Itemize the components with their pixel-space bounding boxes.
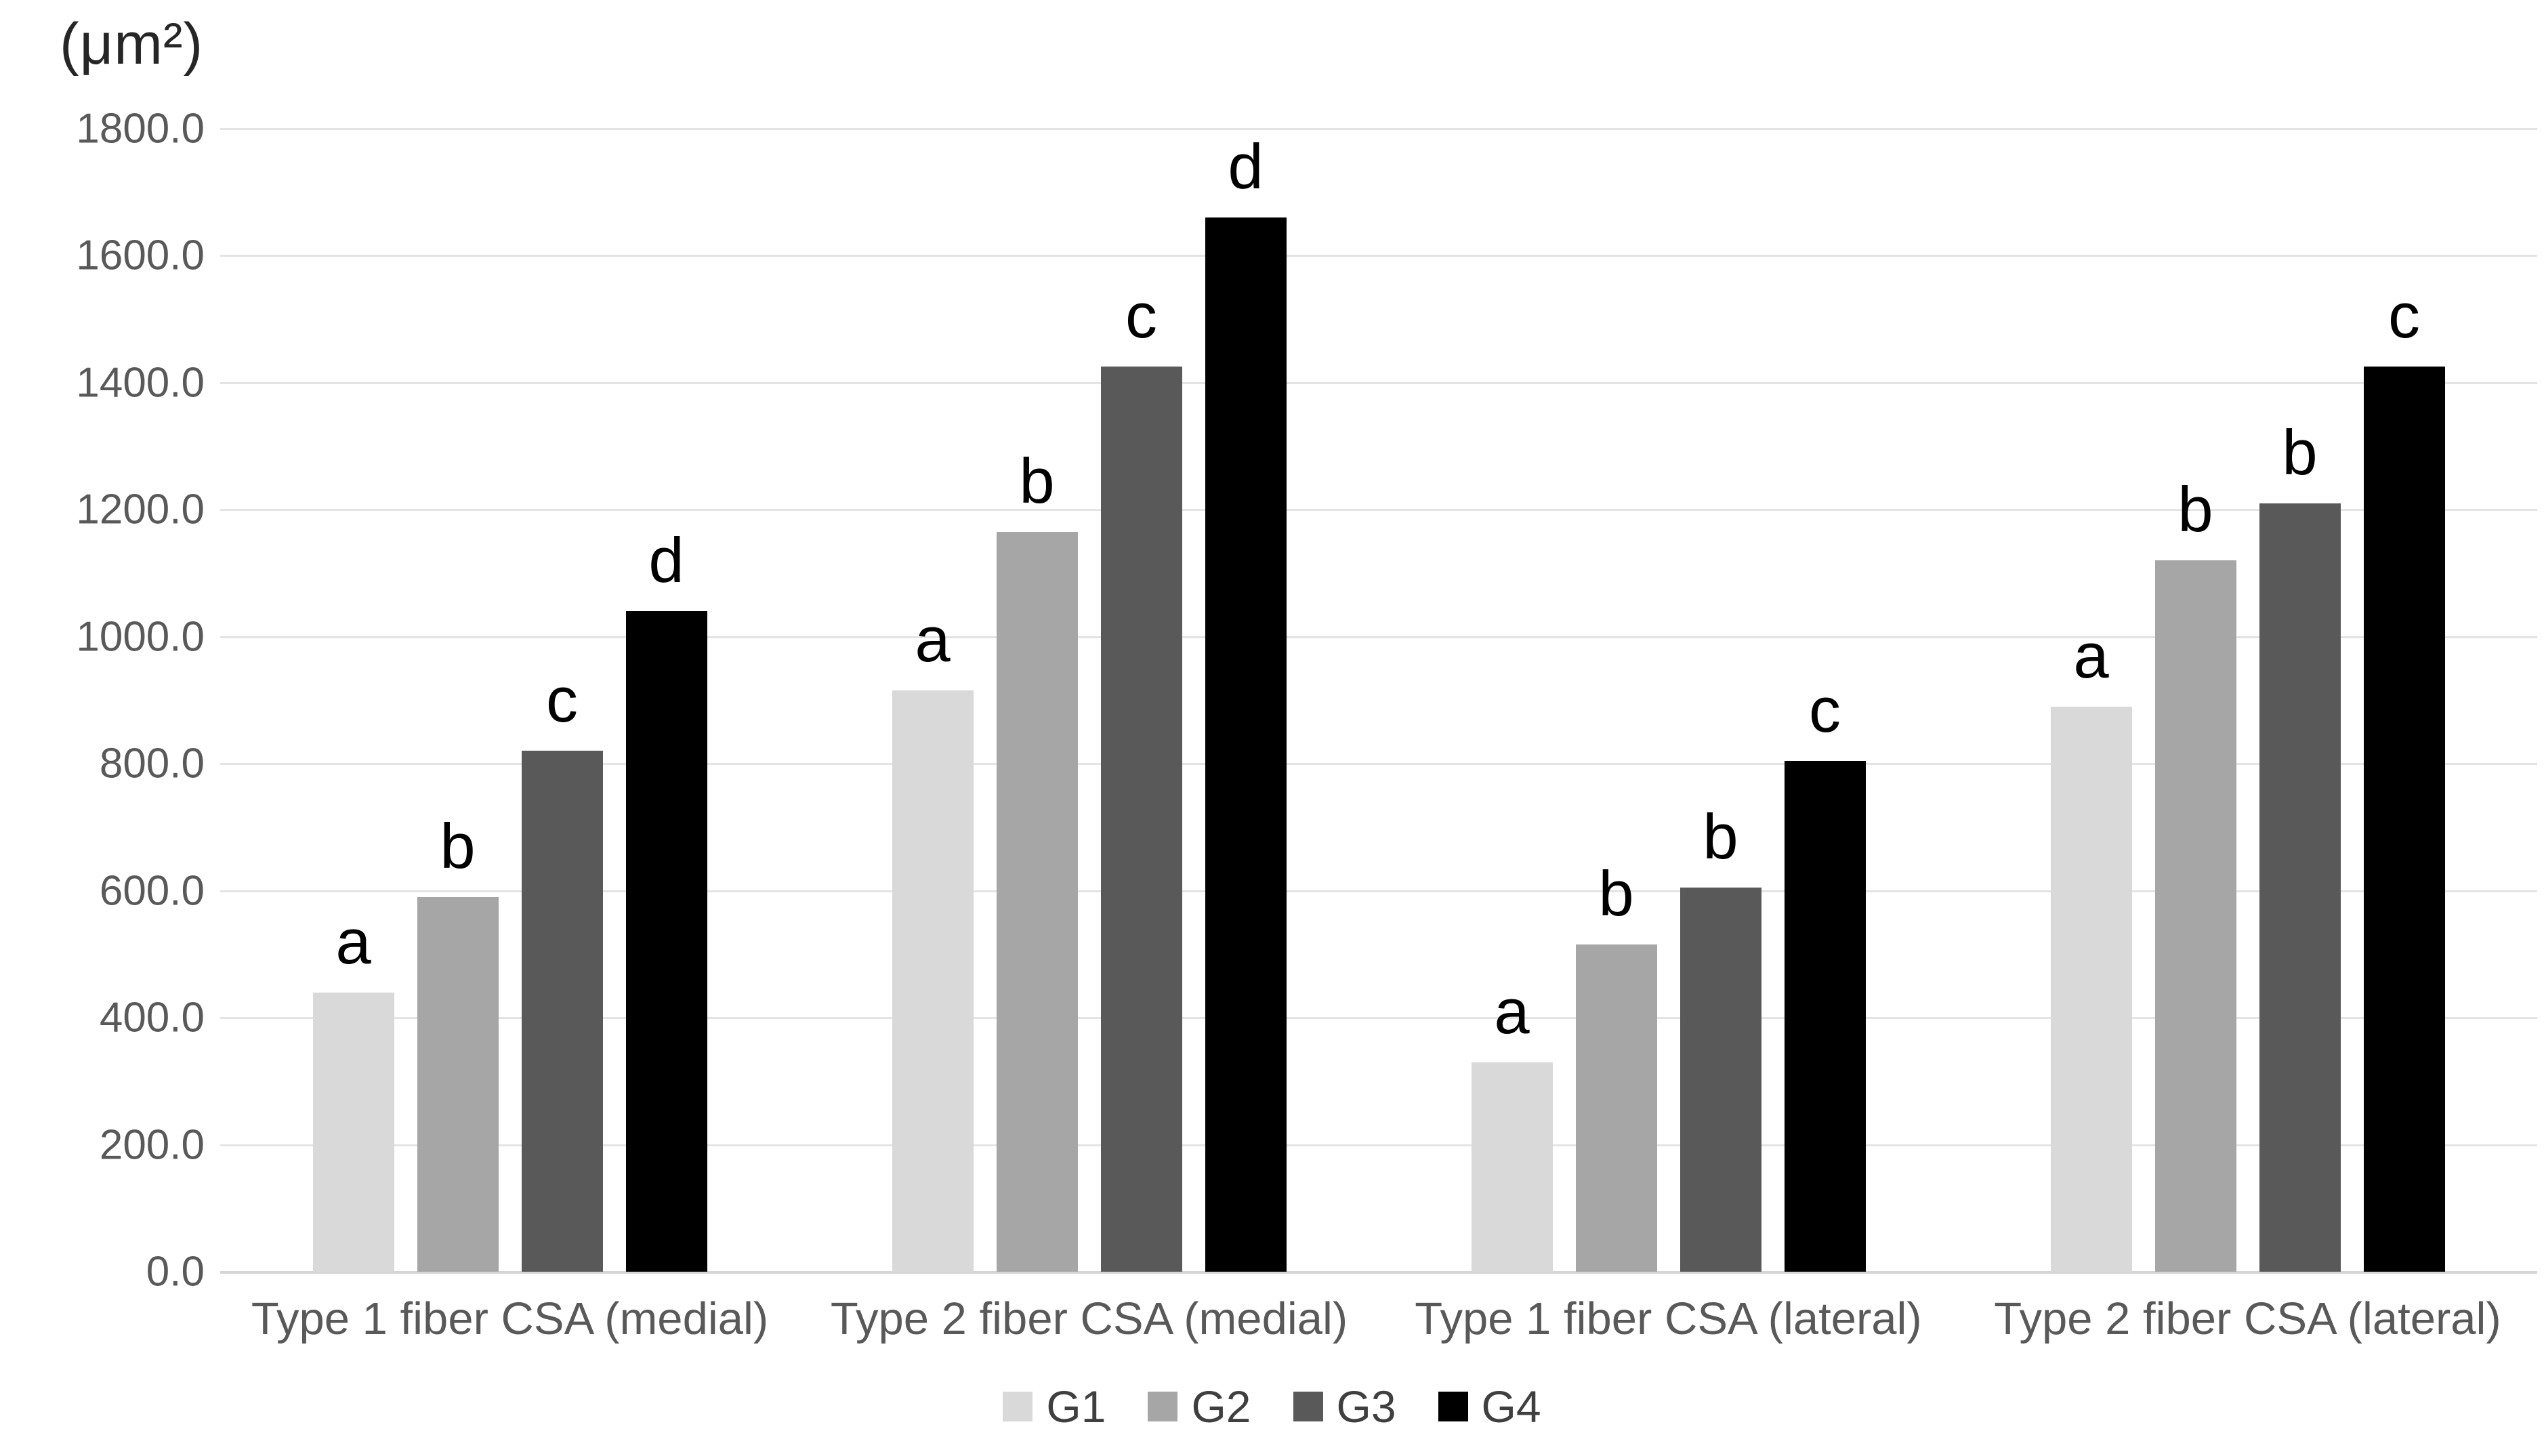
y-tick-label: 1800.0 [76, 105, 205, 152]
gridline [220, 255, 2537, 257]
y-tick-label: 400.0 [99, 994, 205, 1041]
bar-g2-category-1 [417, 897, 499, 1272]
legend-swatch-g2 [1148, 1392, 1178, 1421]
significance-letter: c [1125, 280, 1157, 352]
legend-swatch-g4 [1438, 1392, 1468, 1421]
y-tick-label: 0.0 [146, 1248, 205, 1295]
legend-swatch-g1 [1003, 1392, 1033, 1421]
significance-letter: d [1228, 131, 1264, 203]
category-label: Type 2 fiber CSA (medial) [830, 1293, 1348, 1344]
bar-g1-category-3 [1471, 1062, 1553, 1272]
bar-g2-category-2 [996, 532, 1078, 1272]
bar-g1-category-4 [2050, 706, 2132, 1272]
significance-letter: c [1809, 673, 1841, 745]
bar-g3-category-2 [1100, 367, 1182, 1272]
legend-item-g3: G3 [1293, 1381, 1396, 1432]
significance-letter: b [1019, 445, 1055, 517]
legend-label: G2 [1191, 1381, 1251, 1432]
gridline [220, 890, 2537, 892]
legend-swatch-g3 [1293, 1392, 1323, 1421]
category-label: Type 1 fiber CSA (lateral) [1415, 1293, 1922, 1344]
legend: G1 G2 G3 G4 [0, 1381, 2544, 1432]
legend-item-g2: G2 [1148, 1381, 1251, 1432]
y-tick-label: 800.0 [99, 740, 205, 787]
y-tick-label: 600.0 [99, 867, 205, 915]
gridline [220, 1017, 2537, 1020]
bar-g3-category-4 [2259, 503, 2341, 1272]
legend-item-g4: G4 [1438, 1381, 1541, 1432]
bar-g4-category-2 [1205, 217, 1287, 1272]
significance-letter: c [2388, 280, 2420, 352]
y-tick-label: 1000.0 [76, 613, 205, 661]
significance-letter: a [335, 905, 371, 977]
significance-letter: b [1703, 800, 1738, 872]
significance-letter: d [648, 524, 684, 596]
bar-g1-category-2 [892, 690, 974, 1272]
significance-letter: a [915, 604, 951, 675]
y-tick-label: 1200.0 [76, 486, 205, 533]
legend-label: G1 [1046, 1381, 1106, 1432]
legend-label: G4 [1481, 1381, 1541, 1432]
category-label: Type 2 fiber CSA (lateral) [1994, 1293, 2501, 1344]
x-axis-line [220, 1271, 2537, 1274]
significance-letter: b [2282, 416, 2318, 488]
y-axis-unit-title: (μm²) [60, 12, 204, 77]
significance-letter: b [1598, 858, 1634, 930]
y-tick-label: 200.0 [99, 1121, 205, 1169]
significance-letter: a [1494, 975, 1530, 1047]
bar-g4-category-4 [2363, 367, 2445, 1272]
bar-g3-category-1 [521, 751, 603, 1272]
bar-g1-category-1 [312, 992, 394, 1272]
bar-g3-category-3 [1680, 887, 1761, 1272]
significance-letter: b [440, 810, 476, 882]
y-tick-label: 1600.0 [76, 232, 205, 279]
bar-g4-category-3 [1784, 760, 1866, 1272]
gridline [220, 636, 2537, 638]
significance-letter: b [2177, 474, 2213, 545]
gridline [220, 1144, 2537, 1146]
significance-letter: a [2073, 619, 2109, 691]
bar-g2-category-3 [1575, 944, 1657, 1272]
bar-g2-category-4 [2154, 560, 2236, 1272]
gridline [220, 763, 2537, 766]
gridline [220, 509, 2537, 512]
significance-letter: c [546, 664, 578, 736]
y-tick-label: 1400.0 [76, 359, 205, 407]
legend-item-g1: G1 [1003, 1381, 1106, 1432]
gridline [220, 128, 2537, 130]
category-label: Type 1 fiber CSA (medial) [251, 1293, 769, 1344]
bar-g4-category-1 [625, 611, 707, 1272]
legend-label: G3 [1336, 1381, 1396, 1432]
gridline [220, 381, 2537, 384]
